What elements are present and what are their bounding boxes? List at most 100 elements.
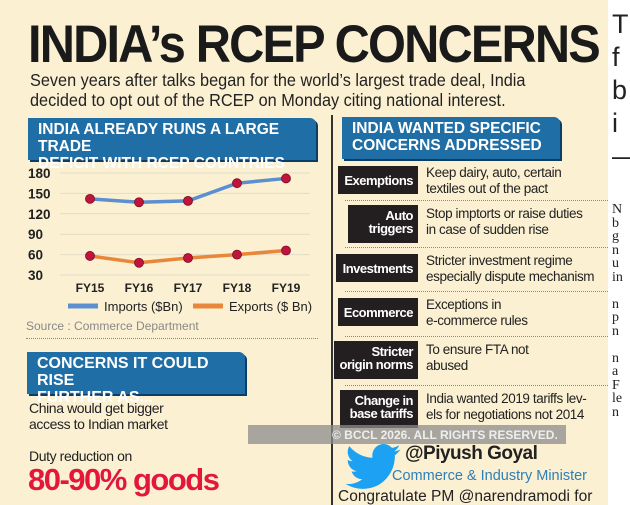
row-divider bbox=[345, 291, 608, 292]
body-fragment-line: n bbox=[612, 296, 619, 312]
dotted-divider bbox=[26, 338, 318, 339]
y-tick-label: 180 bbox=[28, 166, 51, 181]
concern-label: Auto triggers bbox=[348, 205, 418, 243]
chart-header: INDIA ALREADY RUNS A LARGE TRADE DEFICIT… bbox=[28, 118, 316, 172]
watermark: © BCCL 2026. ALL RIGHTS RESERVED. bbox=[248, 425, 566, 444]
concern-label-line: Auto bbox=[385, 208, 413, 223]
concern-description-line: Exceptions in bbox=[426, 297, 502, 312]
body-fragment-line: N bbox=[612, 203, 623, 217]
concern-description: Keep dairy, auto, certain textiles out of… bbox=[426, 165, 562, 197]
data-point bbox=[85, 193, 95, 204]
body-fragment-line: n bbox=[612, 404, 619, 419]
chart-header-line: INDIA ALREADY RUNS A LARGE TRADE bbox=[38, 121, 280, 155]
concern-description: Exceptions in e-commerce rules bbox=[426, 297, 528, 329]
concerns-header-line: FURTHER AS... bbox=[37, 389, 153, 406]
column-divider bbox=[331, 115, 333, 505]
body-fragment-line: u bbox=[612, 256, 619, 271]
body-fragment-line: n bbox=[612, 242, 619, 258]
concern-line: China would get bigger bbox=[29, 400, 164, 416]
y-tick-label: 30 bbox=[28, 268, 43, 283]
concern-label-line: origin norms bbox=[339, 357, 414, 372]
concern-description-line: Keep dairy, auto, certain bbox=[426, 165, 562, 180]
concern-label: Ecommerce bbox=[338, 298, 418, 326]
concern-description-line: Stricter investment regime bbox=[426, 253, 573, 268]
body-fragment-line: in bbox=[612, 269, 623, 285]
page-title: INDIA’s RCEP CONCERNS bbox=[28, 15, 601, 74]
data-point bbox=[183, 195, 193, 206]
data-point bbox=[281, 173, 291, 184]
twitter-bird-icon bbox=[345, 444, 401, 489]
body-fragment-line bbox=[612, 284, 630, 298]
concern-label: Stricter origin norms bbox=[334, 341, 418, 379]
row-divider bbox=[345, 200, 608, 201]
x-tick-label: FY16 bbox=[125, 281, 154, 295]
x-tick-label: FY18 bbox=[223, 281, 252, 295]
subtitle-line: Seven years after talks began for the wo… bbox=[30, 70, 526, 90]
legend-label: Imports ($Bn) bbox=[104, 299, 183, 314]
source-note: Source : Commerce Department bbox=[26, 319, 199, 333]
body-fragment-line: le bbox=[612, 391, 623, 406]
heading-fragment-line: T bbox=[612, 9, 629, 39]
duty-highlight: 80-90% goods bbox=[28, 462, 220, 497]
tweet-role: Commerce & Industry Minister bbox=[392, 468, 587, 484]
concern-line: access to Indian market bbox=[29, 416, 168, 432]
row-divider bbox=[345, 247, 608, 248]
concern-label-line: triggers bbox=[368, 221, 414, 236]
legend-label: Exports ($ Bn) bbox=[229, 299, 312, 314]
concern-description-line: abused bbox=[426, 358, 468, 373]
chart-header-line: DEFICIT WITH RCEP COUNTRIES bbox=[38, 155, 285, 172]
concern-point: China would get bigger access to Indian … bbox=[29, 400, 168, 432]
data-point bbox=[183, 253, 193, 263]
concern-label: Investments bbox=[336, 254, 418, 282]
concern-description-line: els for negotiations not 2014 bbox=[426, 407, 585, 422]
concern-description-line: Stop imptorts or raise duties bbox=[426, 206, 583, 221]
concerns-header: CONCERNS IT COULD RISE FURTHER AS... bbox=[27, 352, 245, 406]
heading-fragment-line: b bbox=[612, 75, 628, 105]
tweet-text: Congratulate PM @narendramodi for bbox=[338, 488, 593, 505]
specific-header-line: CONCERNS ADDRESSED bbox=[352, 137, 542, 154]
concern-description-line: especially dispute mechanism bbox=[426, 269, 595, 284]
y-tick-label: 90 bbox=[28, 227, 43, 242]
concern-label-line: Stricter bbox=[371, 344, 413, 359]
row-divider bbox=[345, 336, 608, 337]
concern-label-line: base tariffs bbox=[349, 406, 414, 421]
concern-description-line: in case of sudden rise bbox=[426, 222, 549, 237]
data-point bbox=[232, 178, 242, 189]
body-fragment-line: n bbox=[612, 323, 619, 339]
trade-chart: 180 150 120 90 60 30 FY15 FY16 FY17 FY18 FY19 Impor… bbox=[28, 166, 312, 314]
data-point bbox=[134, 257, 144, 268]
data-point bbox=[85, 251, 95, 261]
x-tick-label: FY15 bbox=[76, 281, 105, 295]
duty-label: Duty reduction on bbox=[29, 448, 132, 464]
tweet-handle: @Piyush Goyal bbox=[405, 443, 538, 464]
body-fragment-line bbox=[612, 338, 630, 352]
body-fragment-line: b bbox=[612, 215, 619, 231]
heading-fragment-line: f bbox=[612, 42, 620, 72]
subtitle: Seven years after talks began for the wo… bbox=[30, 70, 525, 110]
concern-label-line: Ecommerce bbox=[343, 305, 414, 320]
row-divider bbox=[345, 385, 608, 386]
x-tick-label: FY19 bbox=[272, 281, 301, 295]
infographic: INDIA’s RCEP CONCERNS Seven years after … bbox=[0, 0, 608, 505]
concern-description-line: textiles out of the pact bbox=[426, 181, 548, 196]
concern-label-line: Exemptions bbox=[344, 173, 413, 188]
heading-fragment-line: i bbox=[612, 108, 618, 138]
specific-header-line: INDIA WANTED SPECIFIC bbox=[352, 120, 541, 137]
data-point bbox=[281, 245, 291, 256]
body-fragment-line: n bbox=[612, 350, 619, 366]
heading-fragment-line: — bbox=[612, 140, 630, 173]
y-tick-label: 60 bbox=[28, 248, 43, 263]
concern-description-line: e-commerce rules bbox=[426, 313, 528, 328]
data-point bbox=[134, 197, 144, 208]
data-point bbox=[232, 249, 242, 260]
concern-description: Stricter investment regime especially dis… bbox=[426, 253, 595, 285]
concern-label: Change in base tariffs bbox=[340, 390, 418, 428]
concern-label-line: Investments bbox=[342, 261, 414, 276]
concern-label-line: Change in bbox=[354, 393, 414, 408]
body-fragment-line: F bbox=[612, 377, 620, 393]
x-tick-label: FY17 bbox=[174, 281, 203, 295]
specific-header: INDIA WANTED SPECIFIC CONCERNS ADDRESSED bbox=[342, 117, 560, 159]
concerns-header-line: CONCERNS IT COULD RISE bbox=[37, 355, 209, 389]
